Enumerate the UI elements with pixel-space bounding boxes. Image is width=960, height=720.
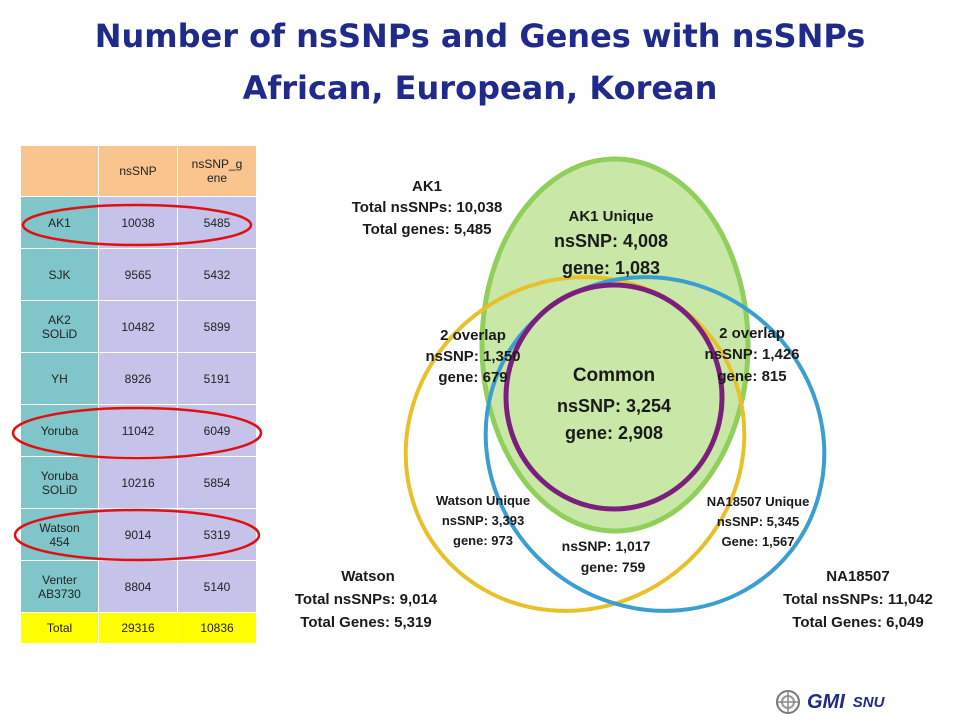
ak1-total-nssnps: Total nsSNPs: 10,038 xyxy=(352,199,503,216)
overlap-left-label: 2 overlap xyxy=(440,327,506,344)
ak1-unique-gene: gene: 1,083 xyxy=(562,258,660,278)
watson-set-ellipse xyxy=(403,275,747,613)
overlap-bottom-gene: gene: 759 xyxy=(581,559,646,575)
table-row: Venter AB3730 8804 5140 xyxy=(20,560,257,613)
row-nssnp: 10482 xyxy=(98,300,178,353)
table-row: Watson 454 9014 5319 xyxy=(20,508,257,561)
nssnp-table: nsSNP nsSNP_g ene AK1 10038 5485 SJK 9565… xyxy=(20,145,257,644)
row-nssnp: 10216 xyxy=(98,456,178,509)
ak1-unique-nssnp: nsSNP: 4,008 xyxy=(554,231,668,251)
row-name: Yoruba SOLiD xyxy=(20,456,99,509)
table-row: Yoruba SOLiD 10216 5854 xyxy=(20,456,257,509)
ak1-set-ellipse xyxy=(479,156,751,534)
page-subtitle: African, European, Korean xyxy=(242,69,718,107)
row-name: Venter AB3730 xyxy=(20,560,99,613)
overlap-left-nssnp: nsSNP: 1,350 xyxy=(425,348,520,365)
table-row: AK2 SOLiD 10482 5899 xyxy=(20,300,257,353)
gmi-emblem-icon xyxy=(776,690,800,714)
overlap-left-gene: gene: 679 xyxy=(438,369,507,386)
row-nssnp: 8804 xyxy=(98,560,178,613)
row-name: SJK xyxy=(20,248,99,301)
common-gene: gene: 2,908 xyxy=(565,423,663,443)
header-cell-nssnp: nsSNP xyxy=(98,145,178,197)
logo-text: GMI xyxy=(807,690,845,713)
na18507-set-ellipse xyxy=(483,275,827,613)
row-gene: 6049 xyxy=(177,404,257,457)
watson-total-genes: Total Genes: 5,319 xyxy=(300,614,431,631)
na18507-total-nssnps: Total nsSNPs: 11,042 xyxy=(783,591,933,608)
ak1-total-genes: Total genes: 5,485 xyxy=(363,221,492,238)
row-gene: 5432 xyxy=(177,248,257,301)
common-set-ellipse xyxy=(503,282,725,512)
logo-sub: SNU xyxy=(852,693,885,711)
header-cell-blank xyxy=(20,145,99,197)
row-nssnp: 11042 xyxy=(98,404,178,457)
row-gene: 5191 xyxy=(177,352,257,405)
total-name: Total xyxy=(20,612,99,644)
row-nssnp: 9014 xyxy=(98,508,178,561)
total-gene: 10836 xyxy=(177,612,257,644)
row-gene: 5485 xyxy=(177,196,257,249)
row-nssnp: 9565 xyxy=(98,248,178,301)
watson-total-nssnps: Total nsSNPs: 9,014 xyxy=(295,591,438,608)
row-gene: 5899 xyxy=(177,300,257,353)
row-gene: 5854 xyxy=(177,456,257,509)
row-name: AK2 SOLiD xyxy=(20,300,99,353)
overlap-right-label: 2 overlap xyxy=(719,325,785,342)
gmi-logo: GMI SNU xyxy=(775,688,884,716)
watson-unique-gene: gene: 973 xyxy=(453,533,513,548)
na18507-total-genes: Total Genes: 6,049 xyxy=(792,614,923,631)
na18507-unique-gene: Gene: 1,567 xyxy=(722,534,795,549)
row-name: Watson 454 xyxy=(20,508,99,561)
common-label: Common xyxy=(573,365,655,386)
ak1-label: AK1 xyxy=(412,178,442,195)
row-nssnp: 8926 xyxy=(98,352,178,405)
watson-label: Watson xyxy=(341,568,395,585)
table-row: SJK 9565 5432 xyxy=(20,248,257,301)
highlight-yoruba-ellipse xyxy=(11,406,263,460)
row-gene: 5140 xyxy=(177,560,257,613)
ak1-unique-label: AK1 Unique xyxy=(568,208,653,225)
highlight-watson-ellipse xyxy=(13,508,261,562)
header-cell-nssnp-gene: nsSNP_g ene xyxy=(177,145,257,197)
na18507-unique-label: NA18507 Unique xyxy=(707,494,810,509)
na18507-label: NA18507 xyxy=(826,568,889,585)
na18507-unique-nssnp: nsSNP: 5,345 xyxy=(717,514,799,529)
overlap-right-nssnp: nsSNP: 1,426 xyxy=(704,346,799,363)
common-nssnp: nsSNP: 3,254 xyxy=(557,396,671,416)
overlap-right-gene: gene: 815 xyxy=(717,368,786,385)
table-header-row: nsSNP nsSNP_g ene xyxy=(20,145,257,197)
overlap-bottom-nssnp: nsSNP: 1,017 xyxy=(562,538,651,554)
watson-unique-nssnp: nsSNP: 3,393 xyxy=(442,513,524,528)
highlight-ak1-ellipse xyxy=(21,203,253,247)
page-title: Number of nsSNPs and Genes with nsSNPs xyxy=(94,17,866,55)
total-nssnp: 29316 xyxy=(98,612,178,644)
table-total-row: Total 29316 10836 xyxy=(20,612,257,644)
watson-unique-label: Watson Unique xyxy=(436,493,530,508)
